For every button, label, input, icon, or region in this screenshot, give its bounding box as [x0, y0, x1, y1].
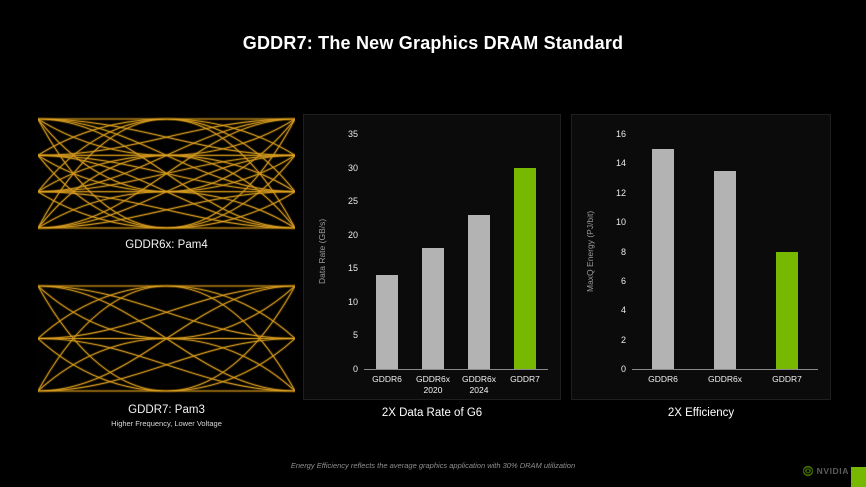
y-tick-label: 20 [347, 229, 358, 240]
y-tick-label: 16 [615, 129, 626, 139]
y-tick-label: 10 [347, 296, 358, 307]
data-rate-chart-panel: Data Rate (GB/s) 0 5 10 15 20 25 30 35 GDDR6 GDD… [303, 114, 561, 400]
bar-cell [632, 134, 694, 369]
data-rate-bars [364, 134, 548, 369]
bar-gddr6 [652, 148, 674, 369]
y-tick-label: 4 [620, 305, 626, 316]
eye-diagram-pam4 [38, 114, 295, 233]
y-tick-label: 5 [352, 330, 358, 341]
data-rate-y-axis-label: Data Rate (GB/s) [317, 218, 327, 285]
bar-gddr6x-2024 [468, 214, 490, 369]
bar-gddr6 [376, 275, 398, 369]
bar-cell [364, 134, 410, 369]
bar-gddr6x [714, 170, 736, 369]
x-category-label: GDDR7 [772, 374, 802, 384]
x-category-label: GDDR6x [707, 374, 742, 384]
bar-gddr7 [514, 167, 536, 369]
y-tick-label: 0 [352, 364, 358, 374]
bar-cell [502, 134, 548, 369]
bar-gddr6x-2020 [422, 248, 444, 369]
y-tick-label: 14 [615, 158, 626, 169]
eye-diagram-pam3-sublabel: Higher Frequency, Lower Voltage [111, 419, 222, 428]
bar-gddr7 [776, 251, 798, 369]
y-tick-label: 25 [347, 196, 358, 207]
y-tick-label: 6 [620, 275, 626, 286]
x-category-label: GDDR6x 2020 [415, 374, 450, 395]
y-tick-label: 35 [347, 129, 358, 139]
y-tick-label: 8 [620, 246, 626, 257]
slide-title: GDDR7: The New Graphics DRAM Standard [242, 33, 624, 53]
nvidia-logo: NVIDIA [802, 465, 849, 477]
green-corner-block [851, 467, 866, 487]
bar-cell [694, 134, 756, 369]
eye-diagram-pam4-label: GDDR6x: Pam4 [125, 239, 208, 251]
y-tick-label: 2 [620, 334, 626, 345]
pam3-eye-diagram-image [38, 284, 295, 393]
data-rate-chart-caption: 2X Data Rate of G6 [381, 407, 483, 419]
eye-diagram-pam3-label: GDDR7: Pam3 [128, 404, 205, 416]
data-rate-plot-area [364, 134, 548, 370]
efficiency-plot-area [632, 134, 818, 370]
x-category-label: GDDR6 [648, 374, 678, 384]
pam4-eye-diagram-image [38, 117, 295, 230]
y-tick-label: 10 [615, 217, 626, 228]
efficiency-bars [632, 134, 818, 369]
footnote: Energy Efficiency reflects the average g… [290, 461, 576, 470]
eye-diagram-pam3 [38, 281, 295, 396]
efficiency-x-labels: GDDR6 GDDR6x GDDR7 [632, 374, 818, 385]
efficiency-chart-panel: MaxQ Energy (PJ/bit) 0 2 4 6 8 10 12 14 16 GDDR6… [571, 114, 831, 400]
y-tick-label: 0 [620, 364, 626, 374]
nvidia-wordmark: NVIDIA [816, 466, 849, 476]
y-tick-label: 12 [615, 187, 626, 198]
bar-cell [410, 134, 456, 369]
nvidia-eye-icon [802, 465, 813, 477]
bar-cell [756, 134, 818, 369]
data-rate-x-labels: GDDR6 GDDR6x 2020 GDDR6x 2024 GDDR7 [364, 374, 548, 396]
bar-cell [456, 134, 502, 369]
y-tick-label: 30 [347, 162, 358, 173]
x-category-label: GDDR6x 2024 [461, 374, 496, 395]
y-tick-label: 15 [347, 263, 358, 274]
efficiency-y-axis-label: MaxQ Energy (PJ/bit) [585, 210, 595, 293]
efficiency-chart-caption: 2X Efficiency [667, 407, 735, 419]
x-category-label: GDDR7 [510, 374, 540, 384]
x-category-label: GDDR6 [372, 374, 402, 384]
